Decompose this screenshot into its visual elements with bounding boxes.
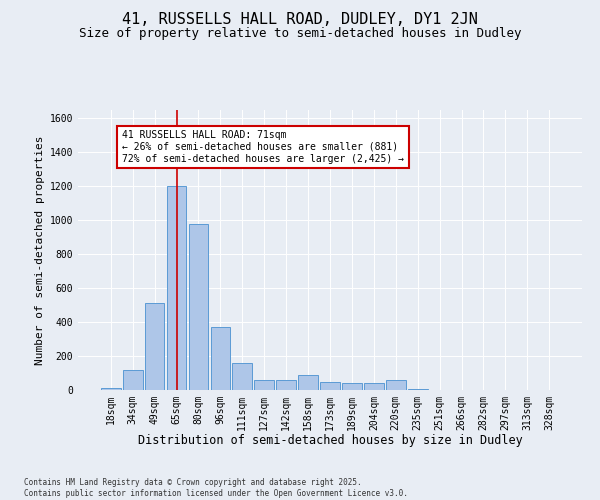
Bar	[254, 380, 274, 390]
Bar	[364, 383, 384, 390]
Bar	[145, 304, 164, 390]
Bar	[123, 370, 143, 390]
Bar	[101, 388, 121, 390]
Bar	[232, 363, 252, 390]
Y-axis label: Number of semi-detached properties: Number of semi-detached properties	[35, 135, 46, 365]
Bar	[386, 380, 406, 390]
Bar	[408, 389, 428, 390]
Bar	[167, 186, 187, 390]
Bar	[320, 382, 340, 390]
Text: Size of property relative to semi-detached houses in Dudley: Size of property relative to semi-detach…	[79, 28, 521, 40]
Bar	[342, 383, 362, 390]
Text: Contains HM Land Registry data © Crown copyright and database right 2025.
Contai: Contains HM Land Registry data © Crown c…	[24, 478, 408, 498]
Bar	[276, 380, 296, 390]
X-axis label: Distribution of semi-detached houses by size in Dudley: Distribution of semi-detached houses by …	[137, 434, 523, 448]
Text: 41, RUSSELLS HALL ROAD, DUDLEY, DY1 2JN: 41, RUSSELLS HALL ROAD, DUDLEY, DY1 2JN	[122, 12, 478, 28]
Text: 41 RUSSELLS HALL ROAD: 71sqm
← 26% of semi-detached houses are smaller (881)
72%: 41 RUSSELLS HALL ROAD: 71sqm ← 26% of se…	[122, 130, 404, 164]
Bar	[188, 224, 208, 390]
Bar	[211, 327, 230, 390]
Bar	[298, 374, 318, 390]
